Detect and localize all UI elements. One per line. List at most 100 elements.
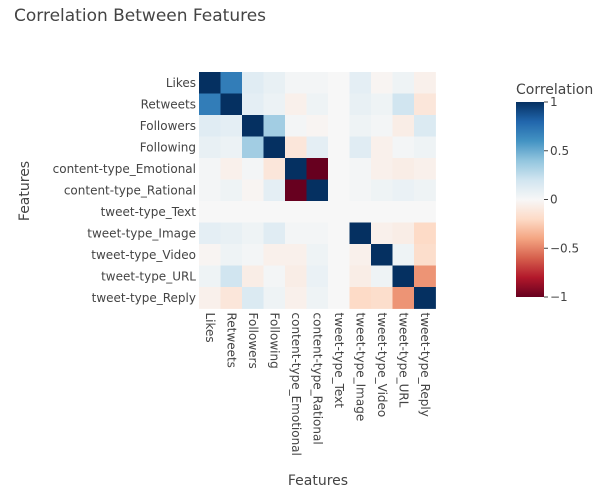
colorbar-ticks: 1 0.5 0 −0.5 −1 [544,95,579,304]
heatmap-cell [349,244,372,266]
heatmap-cell [199,287,221,309]
heatmap-cell [242,201,264,223]
heatmap-cell [306,93,329,116]
heatmap-cell [242,287,264,309]
heatmap-cell [328,158,350,180]
heatmap-cell [285,136,307,159]
heatmap-cell [371,93,393,116]
heatmap-cell [371,222,393,245]
heatmap-cell [242,158,264,180]
y-tick-label: tweet-type_Image [87,226,196,240]
heatmap-cell [414,244,436,266]
heatmap-cell [349,265,372,288]
heatmap-cell [371,244,393,266]
heatmap-cell [242,93,264,116]
heatmap-cell [285,72,307,94]
heatmap-cell [285,265,307,288]
heatmap-cell [263,265,286,288]
heatmap-cell [371,287,393,309]
heatmap-cell [306,136,329,159]
colorbar-tick-label: 0 [550,193,558,207]
heatmap-cell [371,179,393,202]
heatmap-cell [199,72,221,94]
heatmap-cell [199,158,221,180]
heatmap-cell [263,136,286,159]
heatmap-cell [220,72,243,94]
heatmap-cell [306,201,329,223]
heatmap-cell [242,222,264,245]
heatmap-cell [242,115,264,137]
heatmap-cell [285,222,307,245]
heatmap-cell [414,287,436,309]
heatmap-cell [328,287,350,309]
heatmap-cell [220,93,243,116]
colorbar [516,102,544,297]
heatmap-cell [220,136,243,159]
heatmap-cell [285,201,307,223]
heatmap-cell [349,136,372,159]
heatmap-cell [414,265,436,288]
heatmap-cell [263,287,286,309]
heatmap-cell [349,93,372,116]
y-tick-label: content-type_Emotional [53,162,196,176]
heatmap-cell [414,201,436,223]
heatmap-cell [306,222,329,245]
colorbar-tick-label: 0.5 [550,144,569,158]
heatmap-cell [220,158,243,180]
heatmap-cell [328,265,350,288]
heatmap-cell [263,244,286,266]
chart-title: Correlation Between Features [14,6,267,26]
heatmap-cell [263,158,286,180]
heatmap-cell [392,179,415,202]
heatmap-cell [263,93,286,116]
heatmap-cell [328,244,350,266]
heatmap-cell [285,158,307,180]
y-tick-label: content-type_Rational [64,183,196,197]
heatmap-cell [263,222,286,245]
heatmap-cell [414,136,436,159]
heatmap-cell [392,265,415,288]
heatmap-cell [263,72,286,94]
heatmap-cell [220,265,243,288]
y-tick-label: Following [140,140,196,154]
heatmap-cell [392,222,415,245]
heatmap-cell [349,222,372,245]
heatmap-cell [371,265,393,288]
heatmap-cell [285,93,307,116]
heatmap-cell [306,179,329,202]
x-axis-title: Features [288,473,348,489]
heatmap-cell [199,93,221,116]
heatmap-cell [392,136,415,159]
heatmap-cell [263,115,286,137]
heatmap-cell [306,115,329,137]
heatmap-cell [371,136,393,159]
x-tick-labels: Likes Retweets Followers Following content-t… [203,313,432,456]
heatmap-cell [242,244,264,266]
x-tick-label: tweet-type_URL [396,313,410,408]
heatmap-cell [285,287,307,309]
heatmap-cell [199,244,221,266]
heatmap-cell [349,287,372,309]
heatmap-cell [220,115,243,137]
x-tick-label: Retweets [224,313,238,368]
heatmap-cell [220,287,243,309]
heatmap-cell [392,201,415,223]
heatmap-cell [220,201,243,223]
y-tick-label: tweet-type_URL [101,269,196,283]
heatmap-cell [242,72,264,94]
heatmap-cell [263,179,286,202]
heatmap-cell [328,72,350,94]
heatmap-cell [371,201,393,223]
x-tick-label: tweet-type_Reply [418,313,432,417]
colorbar-tick-label: −0.5 [550,241,579,255]
x-tick-label: content-type_Emotional [289,313,303,456]
heatmap-cell [414,179,436,202]
heatmap-cell [371,115,393,137]
y-tick-label: Followers [140,119,196,133]
heatmap-cell [220,222,243,245]
heatmap-cell [414,72,436,94]
heatmap-cell [392,93,415,116]
heatmap-cell [199,115,221,137]
heatmap-cell [414,115,436,137]
heatmap-cell [306,287,329,309]
